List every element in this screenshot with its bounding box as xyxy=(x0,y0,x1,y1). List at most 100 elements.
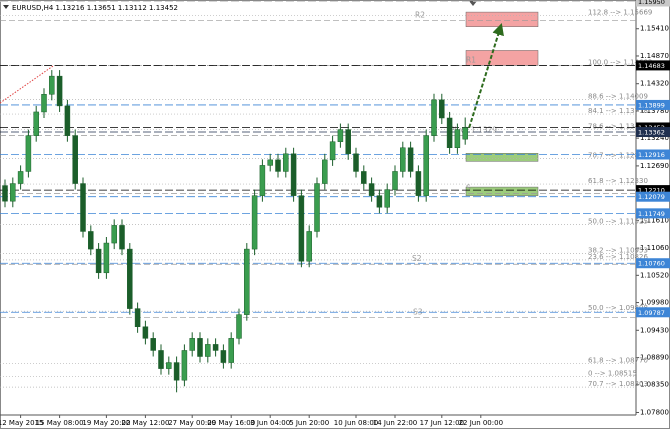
shift-marker xyxy=(469,1,477,6)
price-tag-label: 1.15950 xyxy=(638,0,665,6)
x-tick-label: 19 May 20:00 xyxy=(82,419,130,427)
price-tag-label: 1.09787 xyxy=(638,309,665,317)
candle-body xyxy=(56,75,63,107)
candle-body xyxy=(150,338,156,351)
fib-label: 78.6 --> 1.13411 xyxy=(588,123,648,131)
fib-label: 100.0 --> 1.14683 xyxy=(588,58,652,66)
y-tick-label: 1.15410 xyxy=(640,25,669,33)
price-tag xyxy=(636,149,670,160)
zone xyxy=(465,153,539,162)
candle-body xyxy=(212,344,219,351)
candle-body xyxy=(275,159,281,172)
price-tag-label: 1.11749 xyxy=(638,210,665,218)
fib-label: 61.8 --> 1.08770 xyxy=(588,357,648,365)
candle-body xyxy=(64,105,71,136)
candle-body xyxy=(173,362,180,381)
fib-label: 61.8 --> 1.12330 xyxy=(588,177,648,185)
price-tag xyxy=(636,258,670,269)
candle-body xyxy=(384,189,390,208)
candle-body xyxy=(111,225,117,244)
pivot-label: R1 xyxy=(466,56,476,65)
candle-body xyxy=(353,153,359,172)
candle-body xyxy=(251,195,258,250)
x-tick-label: 10 Jun 08:00 xyxy=(334,419,378,427)
zone xyxy=(465,186,539,196)
projection-arrow xyxy=(468,22,504,128)
candle-body xyxy=(181,350,188,381)
price-tag-label: 1.14683 xyxy=(638,62,665,70)
y-tick-label: 1.14320 xyxy=(640,80,669,88)
price-tag-label: 1.10760 xyxy=(638,260,665,268)
x-tick-label: 12 May 2015 xyxy=(0,419,43,427)
candle-body xyxy=(158,350,164,369)
candle-body xyxy=(400,147,406,172)
candle-body xyxy=(423,135,429,196)
candle-body xyxy=(17,171,24,184)
pivot-label: S3 xyxy=(413,308,423,317)
candle-body xyxy=(25,135,32,172)
candle-body xyxy=(439,99,445,119)
candle-body xyxy=(2,185,8,202)
x-tick-label: 27 May 00:00 xyxy=(168,419,216,427)
price-tag xyxy=(636,208,670,219)
candle-body xyxy=(236,314,242,339)
x-tick-label: 22 Jun 00:00 xyxy=(459,419,503,427)
candle-body xyxy=(376,195,383,208)
candle-body xyxy=(103,242,110,274)
candle-body xyxy=(329,141,336,161)
y-tick-label: 1.08890 xyxy=(640,354,669,362)
zone xyxy=(465,11,539,27)
candle-body xyxy=(80,183,86,232)
price-tag xyxy=(636,99,670,110)
y-tick-label: 1.14870 xyxy=(640,52,669,60)
fib-label: 112.8 --> 1.15669 xyxy=(588,9,652,17)
y-tick-label: 1.08350 xyxy=(640,381,669,389)
candle-body xyxy=(259,165,266,196)
candle-body xyxy=(88,231,94,250)
price-tag xyxy=(636,191,670,202)
candle-body xyxy=(407,147,414,172)
y-tick-label: 1.13780 xyxy=(640,107,669,115)
candle-body xyxy=(267,159,273,166)
price-tag-label: 1.12079 xyxy=(638,193,665,201)
candle-body xyxy=(127,248,133,309)
chart-header: EURUSD,H4 1.13216 1.13651 1.13112 1.1345… xyxy=(12,4,178,12)
menu-icon xyxy=(3,5,9,9)
y-tick-label: 1.09980 xyxy=(640,299,669,307)
pivot-label: S2 xyxy=(412,254,422,263)
price-tag-label: 1.13899 xyxy=(638,101,665,109)
candle-body xyxy=(10,183,16,202)
price-tag-label: 1.12916 xyxy=(638,151,665,159)
candle-body xyxy=(322,159,328,184)
candle-body xyxy=(306,231,312,262)
candle-body xyxy=(345,129,351,155)
candle-body xyxy=(95,248,102,274)
x-tick-label: 14 Jun 22:00 xyxy=(373,419,417,427)
candle-body xyxy=(142,326,149,339)
pivot-label: S xyxy=(466,184,471,193)
candle-body xyxy=(446,117,453,148)
x-tick-label: 15 May 08:00 xyxy=(36,419,84,427)
pivot-label: R2 xyxy=(415,11,425,20)
candle-body xyxy=(33,111,39,136)
y-tick-label: 1.10520 xyxy=(640,271,669,279)
candle-body xyxy=(431,99,437,136)
fib-label: 50.0 --> 1.11525 xyxy=(588,218,648,226)
candle-body xyxy=(49,75,55,95)
candle-body xyxy=(337,129,344,142)
candle-body xyxy=(283,153,289,172)
y-tick-label: 1.11610 xyxy=(640,216,669,224)
candle-body xyxy=(361,171,367,184)
candle-body xyxy=(166,362,172,369)
fib-label: 50.0 --> 1.09808 xyxy=(588,304,648,312)
price-tag-label: 1.13362 xyxy=(638,129,665,137)
fib-label: 84.1 --> 1.13718 xyxy=(588,107,648,115)
candle-body xyxy=(220,350,227,363)
x-tick-label: 3 Jun 04:00 xyxy=(250,419,290,427)
candle-body xyxy=(314,183,320,232)
fib-label: 0 --> 1.08515 xyxy=(588,369,637,377)
x-tick-label: 29 May 16:00 xyxy=(207,419,255,427)
x-tick-label: 5 Jun 20:00 xyxy=(289,419,329,427)
candle-body xyxy=(72,135,78,184)
